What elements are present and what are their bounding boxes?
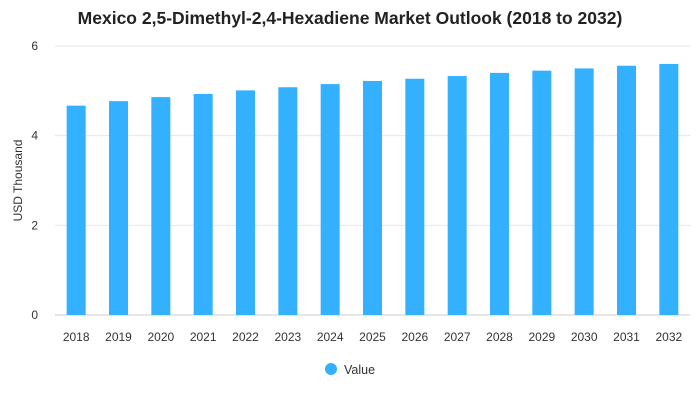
x-tick-label: 2020 bbox=[147, 330, 174, 344]
bar-2031 bbox=[617, 65, 636, 315]
x-tick-label: 2029 bbox=[528, 330, 555, 344]
x-tick-label: 2019 bbox=[105, 330, 132, 344]
legend-label-value: Value bbox=[344, 363, 375, 377]
x-tick-label: 2025 bbox=[359, 330, 386, 344]
x-tick-label: 2023 bbox=[274, 330, 301, 344]
bar-2030 bbox=[574, 68, 594, 316]
bar-2032 bbox=[659, 63, 679, 315]
x-tick-label: 2022 bbox=[232, 330, 259, 344]
x-tick-label: 2026 bbox=[401, 330, 428, 344]
bar-2021 bbox=[193, 93, 213, 315]
bar-2028 bbox=[490, 72, 509, 316]
y-tick-label: 0 bbox=[31, 308, 38, 322]
x-tick-label: 2032 bbox=[655, 330, 682, 344]
x-axis-ticks: 2018 2019 2020 2021 2022 2023 2024 2025 2026 2027… bbox=[63, 330, 683, 344]
chart-title: Mexico 2,5-Dimethyl-2,4-Hexadiene Market… bbox=[77, 8, 623, 28]
legend[interactable]: Value bbox=[325, 363, 375, 377]
x-tick-label: 2028 bbox=[486, 330, 513, 344]
bar-2027 bbox=[447, 76, 467, 315]
bar-2020 bbox=[151, 97, 171, 315]
y-tick-label: 2 bbox=[31, 218, 38, 232]
legend-marker-value bbox=[325, 363, 337, 375]
x-tick-label: 2027 bbox=[444, 330, 471, 344]
y-axis-ticks: 0 2 4 6 bbox=[31, 39, 38, 322]
bar-2029 bbox=[532, 70, 552, 316]
bar-2022 bbox=[236, 90, 255, 315]
bar-2026 bbox=[405, 78, 425, 315]
x-tick-label: 2030 bbox=[571, 330, 598, 344]
y-tick-label: 6 bbox=[31, 39, 38, 53]
bar-2024 bbox=[320, 84, 340, 315]
x-tick-label: 2018 bbox=[63, 330, 90, 344]
x-tick-label: 2031 bbox=[613, 330, 640, 344]
y-tick-label: 4 bbox=[31, 129, 38, 143]
x-tick-label: 2021 bbox=[190, 330, 217, 344]
bar-2025 bbox=[363, 80, 382, 315]
bars bbox=[66, 63, 679, 316]
bar-2019 bbox=[109, 101, 128, 316]
y-axis-title: USD Thousand bbox=[11, 140, 25, 222]
x-tick-label: 2024 bbox=[317, 330, 344, 344]
bar-2018 bbox=[66, 105, 86, 316]
bar-2023 bbox=[278, 87, 298, 315]
